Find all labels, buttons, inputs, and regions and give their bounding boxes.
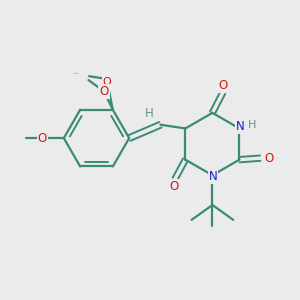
- Text: O: O: [170, 180, 179, 193]
- Text: O: O: [103, 77, 111, 87]
- Text: methoxy: methoxy: [74, 73, 80, 74]
- Text: N: N: [236, 121, 244, 134]
- Text: N: N: [208, 170, 217, 183]
- Text: H: H: [248, 121, 256, 130]
- Text: O: O: [219, 79, 228, 92]
- Text: H: H: [145, 107, 154, 120]
- Text: O: O: [99, 85, 109, 98]
- Text: O: O: [38, 132, 47, 145]
- Text: O: O: [264, 152, 273, 165]
